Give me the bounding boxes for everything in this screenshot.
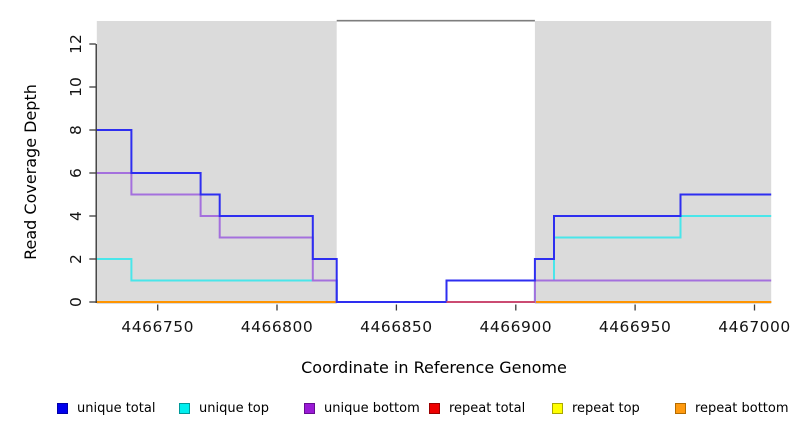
repeat-top-swatch-icon [552, 402, 563, 414]
legend-label: unique total [77, 400, 156, 416]
series-line-unique-total [96, 129, 772, 303]
shaded-alignability-region [534, 21, 772, 304]
x-tick-label: 4466900 [479, 318, 553, 336]
shaded-alignability-region [96, 21, 337, 304]
x-tick-label: 4466800 [240, 318, 314, 336]
y-tick-label: 8 [67, 125, 85, 135]
y-tick-label: 0 [67, 297, 85, 307]
y-tick-label: 2 [67, 254, 85, 264]
legend-item: unique bottom [304, 399, 420, 417]
legend-label: repeat bottom [695, 400, 789, 416]
legend-label: unique top [199, 400, 270, 416]
repeat-total-swatch-icon [429, 402, 440, 414]
unique-top-swatch-icon [179, 402, 190, 414]
y-tick-label: 10 [67, 77, 85, 97]
x-axis-title: Coordinate in Reference Genome [301, 358, 567, 377]
unique-bottom-swatch-icon [304, 402, 315, 414]
legend-label: repeat top [572, 400, 640, 416]
x-tick-label: 4467000 [718, 318, 791, 336]
legend-label: repeat total [449, 400, 526, 416]
legend-item: repeat bottom [675, 399, 789, 417]
y-tick-label: 6 [67, 168, 85, 178]
y-tick-label: 12 [67, 34, 85, 54]
legend-item: unique total [57, 399, 155, 417]
legend-label: unique bottom [324, 400, 420, 416]
legend-item: unique top [179, 399, 269, 417]
repeat-bottom-swatch-icon [675, 402, 686, 414]
y-tick-label: 4 [67, 211, 85, 221]
unique-total-swatch-icon [57, 402, 68, 414]
x-tick-label: 4466950 [598, 318, 672, 336]
x-tick-label: 4466850 [360, 318, 433, 336]
y-axis-title: Read Coverage Depth [21, 84, 40, 260]
legend-item: repeat top [552, 399, 640, 417]
x-tick-label: 4466750 [121, 318, 194, 336]
legend-item: repeat total [429, 399, 525, 417]
